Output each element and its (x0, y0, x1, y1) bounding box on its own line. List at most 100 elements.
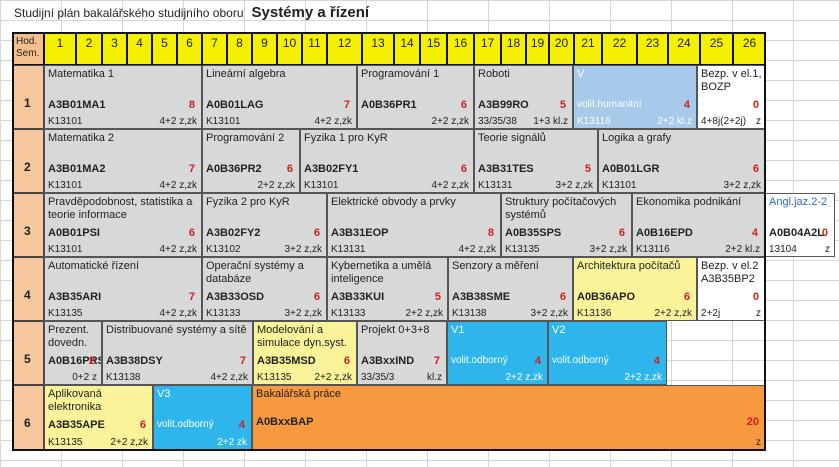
course-s4-3[interactable]: Kybernetika a umělá inteligence A3B33KUI 5… (327, 257, 448, 321)
course-code: A3B01MA2 (48, 163, 106, 175)
course-s2-2[interactable]: Programování 2 A0B36PR2 6 2+2 z,zk (202, 129, 300, 193)
course-hours: 3+2 z,zk (723, 180, 761, 191)
course-hours: 4+2 z,zk (159, 116, 197, 127)
course-code: A3BxxIND (361, 355, 415, 367)
course-s5-4[interactable]: Projekt 0+3+8 A3BxxIND 7 33/35/3 kl.z (357, 321, 447, 385)
course-name: Lineární algebra (206, 68, 286, 80)
course-code: A3B35MSD (257, 355, 316, 367)
course-code: A3B99RO (478, 99, 529, 111)
course-code: A0B16EPD (636, 227, 693, 239)
course-name: Programování 2 (206, 132, 285, 144)
course-department: K13116 (636, 244, 670, 255)
course-hours: 2+2 kl.z (725, 244, 760, 255)
course-s3-1[interactable]: Pravděpodobnost, statistika a teorie inf… (44, 193, 202, 257)
header-col-23: 23 (637, 33, 668, 65)
course-s1-1[interactable]: Matematika 1 A3B01MA1 8 K13101 4+2 z,zk (44, 65, 202, 129)
course-s1-3[interactable]: Programování 1 A0B36PR1 6 2+2 z,zk (357, 65, 474, 129)
course-department: 33/35/3 (361, 372, 395, 383)
semester-5: 5 (13, 321, 44, 385)
course-name: Aplikovaná elektronika (48, 388, 102, 413)
course-name: Operační systémy a databáze (206, 260, 304, 285)
course-code: A0B35SPS (505, 227, 562, 239)
course-s4-2[interactable]: Operační systémy a databáze A3B33OSD 6 K131… (202, 257, 327, 321)
course-hours: 4+2 z,zk (458, 244, 496, 255)
course-name: V3 (157, 388, 171, 400)
course-s4-4[interactable]: Senzory a měření A3B38SME 6 K13138 3+2 z,zk (448, 257, 573, 321)
course-name: Prezent. dovedn. (48, 324, 89, 349)
course-code: A3B35ARI (48, 291, 102, 303)
course-credits: 6 (139, 419, 146, 431)
course-department: K13133 (331, 308, 366, 319)
semester-2: 2 (13, 129, 44, 193)
course-s1-4[interactable]: Roboti A3B99RO 5 33/35/38 1+3 kl.z (474, 65, 573, 129)
course-s4-1[interactable]: Automatické řízení A3B35ARI 7 K13135 4+2 z,z… (44, 257, 202, 321)
course-name: Senzory a měření (452, 260, 539, 272)
course-name: Fyzika 2 pro KyR (206, 196, 290, 208)
course-s5-5[interactable]: V1 volit.odborný 4 2+2 z,zk (447, 321, 548, 385)
course-code: A0B04A2L (769, 227, 825, 239)
course-s5-3[interactable]: Modelování a simulace dyn.syst. A3B35MSD 6… (253, 321, 357, 385)
course-name: V (577, 68, 585, 80)
course-code: A0B01LGR (602, 163, 660, 175)
course-s3-6[interactable]: Angl.jaz.2-2 A0B04A2L 0 13104 z (765, 193, 835, 257)
header-col-22: 22 (602, 33, 637, 65)
course-department: K13131 (478, 180, 513, 191)
course-s3-2[interactable]: Fyzika 2 pro KyR A3B02FY2 6 K13102 3+2 z,zk (202, 193, 327, 257)
course-hours: 2+2 z,zk (624, 372, 662, 383)
course-code: volit.odborný (451, 355, 508, 366)
course-department: K13101 (48, 244, 83, 255)
course-code: A3B02FY2 (206, 227, 261, 239)
course-code: A3B01MA1 (48, 99, 106, 111)
course-credits: 4 (238, 419, 245, 431)
course-s1-2[interactable]: Lineární algebra A0B01LAG 7 K13101 4+2 z,zk (202, 65, 357, 129)
header-col-5: 5 (152, 33, 177, 65)
course-s4-6[interactable]: Bezp. v el.2 A3B35BP2 0 2+2j z (697, 257, 766, 321)
course-s3-4[interactable]: Struktury počítačových systémů A0B35SPS 6 K… (501, 193, 632, 257)
course-s5-6[interactable]: V2 volit.odborný 4 2+2 z,zk (548, 321, 667, 385)
course-s2-3[interactable]: Fyzika 1 pro KyR A3B02FY1 6 K13101 4+2 z,zk (300, 129, 474, 193)
course-s1-6[interactable]: Bezp. v el.1, BOZP 0 4+8j(2+2j) z (697, 65, 766, 129)
course-hours: z (825, 244, 830, 255)
course-name: V1 (451, 324, 465, 336)
course-hours: 4+2 z,zk (159, 180, 197, 191)
course-hours: 3+2 z,zk (589, 244, 627, 255)
course-hours: 2+2 z,zk (505, 372, 543, 383)
course-s6-2[interactable]: V3 volit.odborný 4 2+2 zk (153, 385, 252, 450)
course-s3-3[interactable]: Elektrické obvody a prvky A3B31EOP 8 K13131… (327, 193, 501, 257)
course-credits: 6 (618, 227, 625, 239)
header-col-6: 6 (177, 33, 202, 65)
header-col-12: 12 (327, 33, 362, 65)
course-s4-5[interactable]: Architektura počítačů A0B36APO 6 K13136 2+2 … (573, 257, 697, 321)
course-credits: 0 (821, 227, 828, 239)
course-name: Roboti (478, 68, 510, 80)
header-col-3: 3 (102, 33, 127, 65)
course-credits: 8 (487, 227, 494, 239)
course-s5-2[interactable]: Distribuované systémy a sítě A3B38DSY 7 K13… (102, 321, 253, 385)
course-name: Distribuované systémy a sítě (106, 324, 247, 336)
course-credits: 6 (286, 163, 293, 175)
header-col-24: 24 (668, 33, 700, 65)
course-s2-1[interactable]: Matematika 2 A3B01MA2 7 K13101 4+2 z,zk (44, 129, 202, 193)
course-hours: 4+2 z,zk (314, 116, 352, 127)
course-name: Architektura počítačů (577, 260, 681, 272)
course-hours: 2+2 z,zk (314, 372, 352, 383)
course-name: Programování 1 (361, 68, 440, 80)
course-credits: 6 (460, 163, 467, 175)
plan-border (12, 32, 766, 451)
course-s5-1[interactable]: Prezent. dovedn. A0B16PRS 2 0+2 z (44, 321, 102, 385)
course-credits: 6 (752, 163, 759, 175)
course-code: A0B36APO (577, 291, 636, 303)
course-s6-3[interactable]: Bakalářská práce A0BxxBAP 20 z (252, 385, 766, 450)
course-department: K13135 (505, 244, 540, 255)
course-hours: 2+2 kl.z (657, 116, 692, 127)
course-credits: 5 (584, 163, 591, 175)
course-s2-4[interactable]: Teorie signálů A3B31TES 5 K13131 3+2 z,zk (474, 129, 598, 193)
course-code: volit.odborný (552, 355, 609, 366)
course-credits: 20 (746, 416, 759, 428)
course-s2-5[interactable]: Logika a grafy A0B01LGR 6 K13101 3+2 z,zk (598, 129, 766, 193)
header-col-17: 17 (474, 33, 501, 65)
course-credits: 4 (653, 355, 660, 367)
course-hours: 3+2 z,zk (284, 244, 322, 255)
course-code: volit.humanitní (577, 99, 642, 110)
